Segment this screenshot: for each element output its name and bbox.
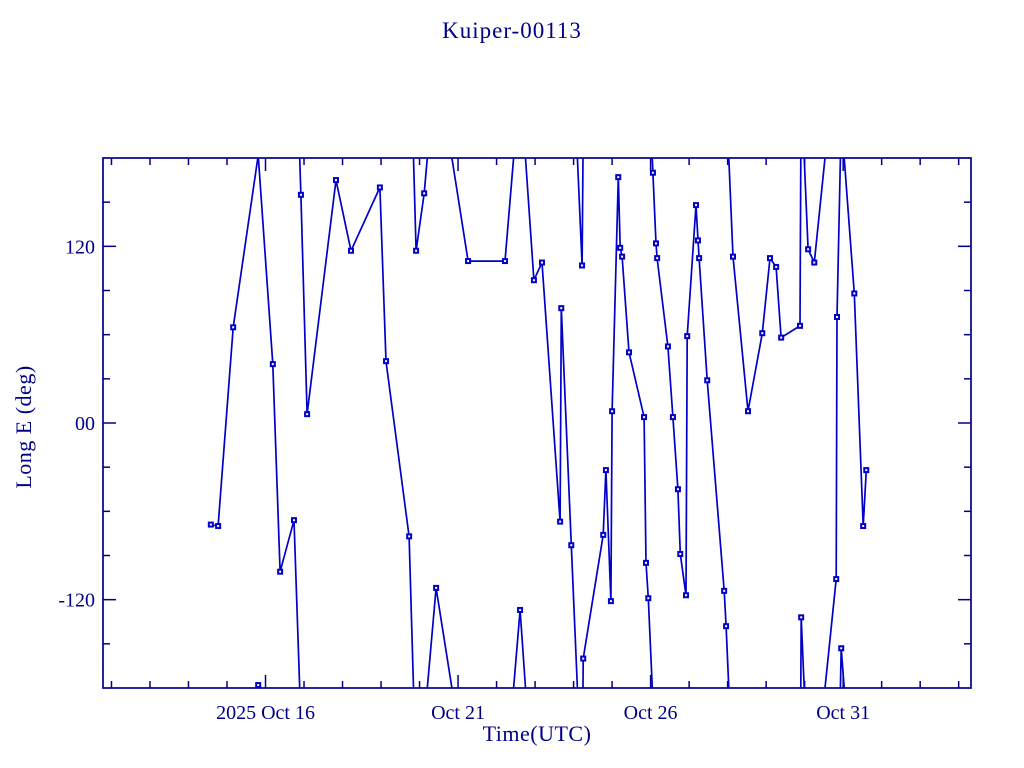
data-point-marker-hole (560, 307, 563, 310)
data-point-marker-hole (656, 257, 659, 260)
data-point-marker-hole (621, 255, 624, 258)
data-point-marker-hole (279, 570, 282, 573)
data-point-marker-hole (723, 589, 726, 592)
data-point-marker-hole (840, 647, 843, 650)
frame-rect (102, 157, 972, 689)
chart-title: Kuiper-00113 (442, 18, 582, 43)
series-line (210, 157, 868, 689)
data-point-marker-hole (686, 335, 689, 338)
plot-frame (102, 157, 972, 689)
data-point-marker-hole (306, 413, 309, 416)
data-point-marker-hole (747, 410, 750, 413)
data-point-marker-hole (835, 578, 838, 581)
y-tick-label: -120 (58, 590, 95, 612)
axis-tick-labels: 2025 Oct 16 Oct 21 Oct 26 Oct 31 120 00 -120 (58, 236, 870, 724)
data-point-marker-hole (617, 176, 620, 179)
data-point-marker-hole (696, 239, 699, 242)
data-point-marker-hole (378, 186, 381, 189)
data-point-marker-hole (835, 316, 838, 318)
data-point-marker-hole (559, 520, 562, 523)
data-point-marker-hole (619, 246, 622, 249)
x-tick-label: Oct 31 (816, 702, 870, 724)
data-point-marker-hole (232, 326, 235, 329)
data-point-marker-hole (813, 261, 816, 264)
data-point-marker-hole (853, 292, 856, 295)
data-series (207, 157, 870, 689)
x-tick-label: Oct 26 (624, 702, 678, 724)
data-point-marker-hole (604, 469, 607, 472)
data-point-marker-hole (685, 594, 688, 597)
data-point-marker-hole (761, 332, 764, 335)
data-point-marker-hole (293, 519, 296, 522)
data-point-marker-hole (467, 260, 470, 263)
data-point-marker-hole (671, 416, 674, 419)
data-point-marker-hole (582, 657, 585, 660)
data-point-marker-hole (581, 264, 584, 267)
data-point-marker-hole (609, 600, 612, 603)
data-point-marker-hole (780, 336, 783, 339)
data-point-marker-hole (643, 416, 646, 419)
data-point-marker-hole (725, 625, 728, 628)
data-points (207, 169, 870, 689)
data-point-marker-hole (385, 360, 388, 363)
data-point-marker-hole (532, 279, 535, 282)
data-point-marker-hole (644, 561, 647, 564)
x-tick-label: 2025 Oct 16 (216, 702, 315, 724)
data-point-marker-hole (415, 249, 418, 252)
x-axis-title: Time(UTC) (483, 721, 592, 746)
data-point-marker-hole (679, 553, 682, 556)
data-point-marker-hole (676, 488, 679, 491)
data-point-marker-hole (698, 257, 701, 260)
data-point-marker-hole (602, 533, 605, 536)
data-point-marker-hole (271, 363, 274, 366)
data-point-marker-hole (800, 616, 803, 619)
y-tick-label: 120 (65, 236, 95, 258)
data-point-marker-hole (732, 255, 735, 258)
data-point-marker-hole (695, 204, 698, 207)
data-point-marker-hole (611, 410, 614, 413)
data-point-marker-hole (257, 684, 260, 687)
data-point-marker-hole (435, 586, 438, 589)
data-point-marker-hole (299, 193, 302, 196)
data-point-marker-hole (628, 351, 631, 354)
data-point-marker-hole (541, 261, 544, 264)
data-point-marker-hole (775, 265, 778, 268)
data-point-marker-hole (209, 523, 212, 526)
x-tick-label: Oct 21 (431, 702, 485, 724)
data-point-marker-hole (799, 324, 802, 327)
data-point-marker-hole (666, 345, 669, 348)
data-point-marker-hole (334, 179, 337, 182)
data-point-marker-hole (706, 379, 709, 382)
y-axis-title: Long E (deg) (11, 365, 36, 488)
data-point-marker-hole (504, 260, 507, 263)
data-point-marker-hole (768, 257, 771, 260)
axis-ticks (103, 158, 971, 688)
data-point-marker-hole (862, 525, 865, 528)
data-point-marker-hole (651, 171, 654, 174)
y-tick-label: 00 (75, 413, 95, 435)
data-point-marker-hole (217, 525, 220, 528)
data-point-marker-hole (865, 469, 868, 472)
data-point-marker-hole (807, 248, 810, 251)
data-point-marker-hole (519, 608, 522, 611)
data-point-marker-hole (654, 242, 657, 245)
data-point-marker-hole (570, 544, 573, 547)
data-point-marker-hole (423, 192, 426, 195)
data-point-marker-hole (408, 535, 411, 538)
data-point-marker-hole (350, 249, 352, 252)
data-point-marker-hole (647, 597, 650, 600)
